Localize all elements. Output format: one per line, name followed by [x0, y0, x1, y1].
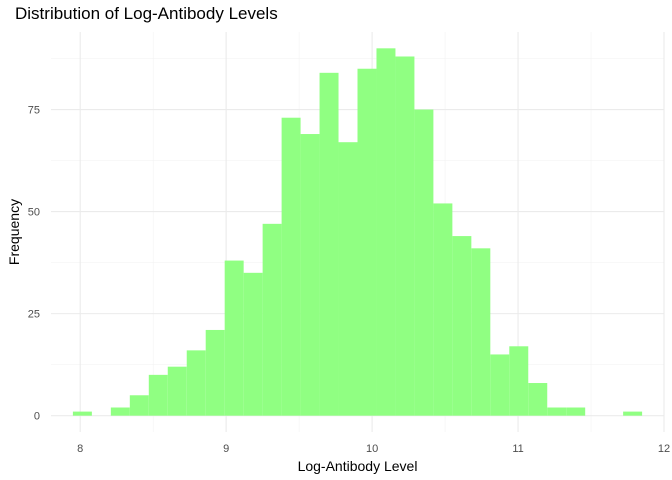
histogram-bar	[224, 260, 244, 416]
y-tick-label: 75	[28, 105, 40, 117]
tick-labels: 8 9 10 11 12 0 25 50 75	[28, 105, 670, 455]
histogram-bar	[129, 395, 149, 416]
histogram-bar	[243, 272, 263, 416]
x-tick-label: 8	[77, 443, 83, 455]
x-tick-label: 9	[223, 443, 229, 455]
histogram-bar	[167, 366, 187, 416]
histogram-bar	[414, 109, 434, 416]
histogram-bar	[110, 407, 130, 416]
histogram-bar	[281, 117, 301, 416]
x-tick-label: 10	[366, 443, 378, 455]
histogram-bar	[395, 56, 415, 416]
histogram-bar	[357, 68, 377, 416]
histogram-bar	[433, 203, 453, 416]
histogram-bar	[471, 248, 491, 416]
histogram-bar	[452, 236, 472, 416]
histogram-bar	[319, 72, 339, 416]
bar-layer	[72, 48, 643, 416]
y-tick-label: 0	[34, 411, 40, 423]
histogram-bar	[205, 329, 225, 416]
histogram-bar	[509, 346, 529, 416]
histogram-bar	[262, 223, 282, 416]
histogram-bar	[186, 350, 206, 416]
histogram-bar	[376, 48, 396, 416]
histogram-bar	[148, 374, 168, 416]
x-tick-label: 12	[658, 443, 670, 455]
x-axis-title: Log-Antibody Level	[298, 458, 418, 474]
histogram-bar	[300, 134, 320, 416]
histogram-bar	[338, 142, 358, 416]
y-tick-label: 25	[28, 309, 40, 321]
histogram-bar	[72, 411, 92, 416]
histogram-bar	[528, 383, 548, 416]
chart-title: Distribution of Log-Antibody Levels	[15, 4, 278, 23]
histogram-bar	[623, 411, 643, 416]
histogram-bar	[566, 407, 586, 416]
y-axis-title: Frequency	[6, 199, 22, 265]
histogram-bar	[547, 407, 567, 416]
x-tick-label: 11	[512, 443, 523, 455]
histogram-bar	[490, 354, 510, 416]
y-tick-label: 50	[28, 207, 40, 219]
